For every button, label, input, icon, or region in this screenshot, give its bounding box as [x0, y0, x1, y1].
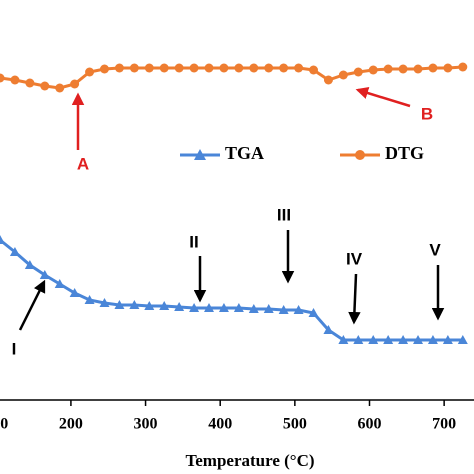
legend-label: TGA — [225, 143, 264, 163]
data-point — [70, 79, 80, 89]
data-point — [457, 335, 468, 344]
legend-label: DTG — [385, 143, 424, 163]
data-point — [24, 260, 35, 269]
data-point — [85, 67, 95, 77]
data-point — [204, 63, 214, 73]
data-point — [219, 63, 229, 73]
data-point — [234, 63, 244, 73]
data-point — [69, 288, 80, 297]
x-tick-label: 200 — [59, 416, 83, 433]
series-line — [0, 65, 463, 90]
data-point — [233, 303, 244, 312]
data-point — [443, 63, 453, 73]
annotation: II — [189, 232, 198, 251]
data-point — [54, 279, 65, 288]
data-point — [263, 304, 274, 313]
data-point — [84, 295, 95, 304]
data-point — [278, 305, 289, 314]
x-tick-label: 500 — [283, 416, 307, 433]
x-tick-label: 600 — [357, 416, 381, 433]
data-point — [114, 63, 124, 73]
data-point — [40, 81, 50, 91]
data-point — [308, 308, 319, 317]
data-point — [353, 67, 363, 77]
data-point — [428, 63, 438, 73]
x-tick-label: 300 — [134, 416, 158, 433]
data-point — [398, 335, 409, 344]
data-point — [174, 302, 185, 311]
legend-marker — [194, 149, 206, 160]
data-point — [99, 298, 110, 307]
data-point — [323, 325, 334, 334]
series-line — [0, 238, 463, 342]
data-point — [413, 335, 424, 344]
data-point — [293, 305, 304, 314]
data-point — [9, 247, 20, 256]
x-tick-label: 100 — [0, 416, 8, 433]
data-point — [249, 63, 259, 73]
data-point — [309, 65, 319, 75]
data-point — [218, 303, 229, 312]
data-point — [159, 301, 170, 310]
annotation-arrow — [348, 273, 361, 325]
data-point — [129, 63, 139, 73]
annotation-arrow — [355, 86, 411, 108]
data-point — [413, 64, 423, 74]
data-point — [144, 63, 154, 73]
data-point — [383, 64, 393, 74]
annotation: I — [12, 339, 17, 358]
data-point — [174, 63, 184, 73]
data-point — [159, 63, 169, 73]
data-point — [100, 64, 110, 74]
x-tick-label: 700 — [432, 416, 456, 433]
data-point — [0, 235, 5, 244]
data-point — [353, 335, 364, 344]
data-point — [189, 63, 199, 73]
data-point — [129, 300, 140, 309]
data-point — [204, 303, 215, 312]
data-point — [323, 75, 333, 85]
data-point — [368, 335, 379, 344]
data-point — [458, 62, 468, 72]
data-point — [338, 335, 349, 344]
annotation: III — [277, 205, 291, 224]
x-axis-label: Temperature (°C) — [185, 451, 314, 470]
data-point — [398, 64, 408, 74]
annotation: IV — [346, 249, 363, 268]
data-point — [427, 335, 438, 344]
data-point — [0, 73, 5, 83]
data-point — [10, 75, 20, 85]
data-point — [383, 335, 394, 344]
annotation: V — [429, 240, 441, 259]
data-point — [144, 301, 155, 310]
data-point — [55, 83, 65, 93]
legend-marker — [355, 150, 365, 160]
data-point — [338, 70, 348, 80]
data-point — [294, 63, 304, 73]
annotation: A — [77, 154, 89, 173]
data-point — [114, 300, 125, 309]
annotation: B — [421, 104, 433, 123]
data-point — [279, 63, 289, 73]
data-point — [25, 78, 35, 88]
data-point — [368, 65, 378, 75]
data-point — [189, 303, 200, 312]
x-tick-label: 400 — [208, 416, 232, 433]
data-point — [264, 63, 274, 73]
annotation-arrow — [18, 279, 46, 331]
data-point — [39, 270, 50, 279]
data-point — [248, 304, 259, 313]
data-point — [442, 335, 453, 344]
